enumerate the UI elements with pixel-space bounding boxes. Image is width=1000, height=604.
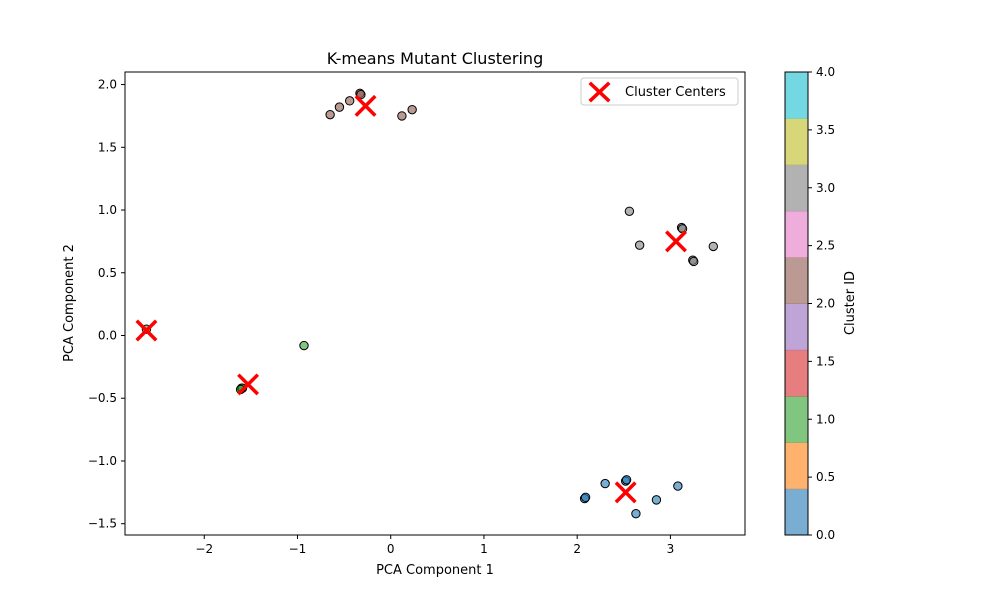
- colorbar: 0.0 0.5 1.0 1.5 2.0 2.5 3.0 3.5 4.0: [784, 65, 835, 542]
- plot-area: [125, 72, 745, 535]
- x-axis: −2 −1 0 1 2 3: [195, 535, 674, 556]
- colorbar-tick-label: 1.5: [816, 354, 835, 368]
- y-tick-label: 0.0: [98, 328, 117, 342]
- x-tick-label: 2: [573, 542, 581, 556]
- data-point: [631, 508, 641, 519]
- y-axis-label: PCA Component 2: [62, 244, 77, 362]
- colorbar-tick-label: 0.0: [816, 528, 835, 542]
- cluster-center-marker: [135, 319, 158, 342]
- data-point: [689, 256, 699, 267]
- colorbar-segment: [785, 118, 808, 166]
- data-point: [651, 495, 662, 505]
- cluster-center-marker: [614, 481, 637, 504]
- colorbar-segment: [785, 442, 808, 490]
- colorbar-segment: [785, 396, 808, 443]
- y-axis: −1.5 −1.0 −0.5 0.0 0.5 1.0 1.5 2.0: [88, 78, 125, 531]
- colorbar-segment: [785, 303, 808, 351]
- colorbar-tick-label: 2.0: [816, 297, 835, 311]
- data-point: [621, 475, 632, 485]
- data-point: [344, 96, 355, 106]
- colorbar-tick-label: 1.0: [816, 412, 835, 426]
- y-tick-label: −0.5: [88, 391, 117, 405]
- colorbar-tick-label: 3.0: [816, 181, 835, 195]
- plot-frame: [124, 71, 746, 536]
- colorbar-label: Cluster ID: [843, 271, 858, 335]
- x-axis-label: PCA Component 1: [376, 563, 494, 578]
- x-tick-label: 1: [480, 542, 488, 556]
- colorbar-segment: [785, 257, 808, 304]
- y-tick-label: 2.0: [98, 78, 117, 92]
- y-tick-label: 0.5: [98, 266, 117, 280]
- colorbar-tick-label: 4.0: [816, 65, 835, 79]
- y-tick-label: 1.0: [98, 203, 117, 217]
- x-tick-label: −1: [289, 542, 307, 556]
- legend: Cluster Centers: [580, 77, 739, 106]
- data-point: [624, 206, 635, 216]
- data-point: [708, 241, 719, 252]
- colorbar-segment: [785, 488, 808, 536]
- y-tick-label: −1.5: [88, 517, 117, 531]
- cluster-center-marker: [237, 373, 260, 396]
- cluster-center-marker: [665, 230, 687, 253]
- legend-label: Cluster Centers: [625, 85, 726, 100]
- colorbar-segment: [785, 164, 808, 212]
- colorbar-segment: [785, 349, 808, 397]
- colorbar-tick-label: 2.5: [816, 239, 835, 253]
- data-point: [334, 102, 345, 112]
- data-point: [299, 340, 309, 351]
- data-point: [325, 109, 335, 120]
- colorbar-segment: [785, 72, 808, 119]
- legend-marker-x: [588, 81, 611, 103]
- colorbar-tick-label: 3.5: [816, 123, 835, 137]
- x-tick-label: 0: [387, 542, 395, 556]
- x-tick-label: 3: [667, 542, 675, 556]
- chart-title: K-means Mutant Clustering: [327, 49, 543, 68]
- legend-box: [580, 77, 739, 106]
- data-point: [634, 240, 645, 250]
- cluster-center-marker: [354, 94, 377, 117]
- plot-marks: [135, 88, 719, 519]
- y-tick-label: −1.0: [88, 454, 117, 468]
- colorbar-tick-label: 0.5: [816, 470, 835, 484]
- data-point: [600, 478, 610, 489]
- data-point: [580, 492, 591, 503]
- colorbar-segment: [785, 210, 808, 258]
- data-point: [397, 111, 407, 121]
- data-point: [673, 481, 683, 491]
- data-point: [407, 104, 417, 115]
- x-tick-label: −2: [195, 542, 213, 556]
- y-tick-label: 1.5: [98, 140, 117, 154]
